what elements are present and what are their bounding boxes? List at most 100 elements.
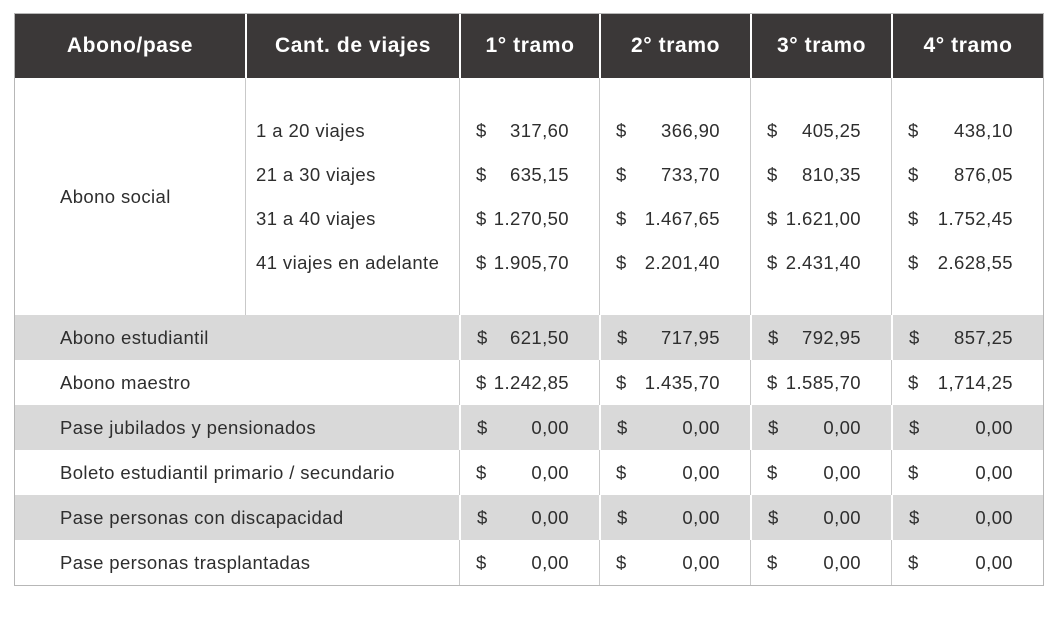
amount: 1,714,25: [937, 371, 1013, 393]
price-value: $0,00: [599, 450, 750, 495]
price-value: $792,95: [750, 315, 891, 360]
amount: 1.467,65: [644, 207, 720, 229]
price-value: $1.435,70: [599, 360, 750, 405]
price-value: $733,70: [600, 153, 750, 197]
price-value: $0,00: [750, 405, 891, 450]
amount: 621,50: [510, 326, 569, 348]
amount: 0,00: [975, 506, 1013, 528]
price-value: $2.201,40: [600, 241, 750, 285]
amount: 810,35: [802, 163, 861, 185]
amount: 0,00: [823, 416, 861, 438]
abono-social-tramo2-cell: $366,90 $733,70 $1.467,65 $2.201,40: [599, 78, 750, 315]
price-value: $0,00: [599, 405, 750, 450]
abono-social-tramo4-cell: $438,10 $876,05 $1.752,45 $2.628,55: [891, 78, 1043, 315]
price-value: $1.905,70: [460, 241, 599, 285]
price-value: $635,15: [460, 153, 599, 197]
currency-symbol: $: [767, 119, 778, 141]
currency-symbol: $: [908, 251, 919, 273]
viajes-tier-label: 1 a 20 viajes: [256, 119, 366, 141]
amount: 1.752,45: [937, 207, 1013, 229]
currency-symbol: $: [476, 371, 487, 393]
amount: 0,00: [823, 506, 861, 528]
price-value: $0,00: [599, 495, 750, 540]
currency-symbol: $: [768, 326, 779, 348]
amount: 876,05: [954, 163, 1013, 185]
currency-symbol: $: [476, 461, 487, 483]
price-value: $1.752,45: [892, 197, 1043, 241]
price-value: $0,00: [459, 450, 599, 495]
currency-symbol: $: [616, 251, 627, 273]
currency-symbol: $: [616, 551, 627, 573]
amount: 0,00: [823, 551, 861, 573]
amount: 0,00: [531, 416, 569, 438]
price-value: $1.270,50: [460, 197, 599, 241]
amount: 438,10: [954, 119, 1013, 141]
currency-symbol: $: [767, 371, 778, 393]
amount: 1.435,70: [644, 371, 720, 393]
amount: 635,15: [510, 163, 569, 185]
currency-symbol: $: [617, 416, 628, 438]
row-label: Abono estudiantil: [60, 326, 209, 348]
header-cant-viajes: Cant. de viajes: [245, 14, 459, 78]
currency-symbol: $: [476, 163, 487, 185]
price-value: $0,00: [891, 495, 1043, 540]
amount: 0,00: [975, 551, 1013, 573]
table-row-abono-estudiantil: Abono estudiantil $621,50 $717,95 $792,9…: [15, 315, 1043, 360]
table-row-abono-maestro: Abono maestro $1.242,85 $1.435,70 $1.585…: [15, 360, 1043, 405]
price-value: $810,35: [751, 153, 891, 197]
amount: 0,00: [682, 551, 720, 573]
amount: 2.628,55: [937, 251, 1013, 273]
amount: 0,00: [682, 506, 720, 528]
table-row-pase-discapacidad: Pase personas con discapacidad $0,00 $0,…: [15, 495, 1043, 540]
header-tramo-2: 2° tramo: [599, 14, 750, 78]
amount: 857,25: [954, 326, 1013, 348]
amount: 717,95: [661, 326, 720, 348]
price-value: $0,00: [459, 540, 599, 585]
currency-symbol: $: [617, 326, 628, 348]
amount: 0,00: [682, 416, 720, 438]
currency-symbol: $: [616, 207, 627, 229]
currency-symbol: $: [767, 461, 778, 483]
row-label: Abono maestro: [60, 371, 191, 393]
currency-symbol: $: [909, 416, 920, 438]
currency-symbol: $: [616, 163, 627, 185]
price-value: $621,50: [459, 315, 599, 360]
currency-symbol: $: [909, 506, 920, 528]
price-value: $2.628,55: [892, 241, 1043, 285]
price-value: $1.467,65: [600, 197, 750, 241]
currency-symbol: $: [767, 207, 778, 229]
amount: 0,00: [823, 461, 861, 483]
table-header-row: Abono/pase Cant. de viajes 1° tramo 2° t…: [15, 14, 1043, 78]
price-value: $1.585,70: [750, 360, 891, 405]
price-value: $717,95: [599, 315, 750, 360]
row-label: Boleto estudiantil primario / secundario: [60, 461, 395, 483]
table-row-boleto-estudiantil: Boleto estudiantil primario / secundario…: [15, 450, 1043, 495]
row-label: Pase jubilados y pensionados: [60, 416, 316, 438]
price-value: $0,00: [459, 495, 599, 540]
price-value: $0,00: [750, 495, 891, 540]
price-value: $2.431,40: [751, 241, 891, 285]
amount: 0,00: [531, 506, 569, 528]
price-value: $317,60: [460, 109, 599, 153]
price-value: $0,00: [750, 540, 891, 585]
row-label: Pase personas con discapacidad: [60, 506, 344, 528]
header-tramo-1: 1° tramo: [459, 14, 599, 78]
currency-symbol: $: [908, 371, 919, 393]
price-value: $0,00: [891, 540, 1043, 585]
table-row-pase-jubilados: Pase jubilados y pensionados $0,00 $0,00…: [15, 405, 1043, 450]
abono-social-row: Abono social 1 a 20 viajes 21 a 30 viaje…: [15, 78, 1043, 315]
currency-symbol: $: [616, 371, 627, 393]
currency-symbol: $: [909, 326, 920, 348]
fare-table: Abono/pase Cant. de viajes 1° tramo 2° t…: [14, 13, 1044, 586]
amount: 0,00: [975, 461, 1013, 483]
amount: 2.431,40: [785, 251, 861, 273]
header-tramo-4: 4° tramo: [891, 14, 1043, 78]
amount: 1.270,50: [493, 207, 569, 229]
price-value: $405,25: [751, 109, 891, 153]
viajes-tier-label: 41 viajes en adelante: [256, 251, 440, 273]
currency-symbol: $: [768, 416, 779, 438]
currency-symbol: $: [767, 251, 778, 273]
price-value: $0,00: [599, 540, 750, 585]
amount: 0,00: [975, 416, 1013, 438]
currency-symbol: $: [477, 416, 488, 438]
